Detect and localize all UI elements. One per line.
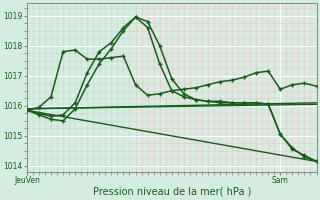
X-axis label: Pression niveau de la mer( hPa ): Pression niveau de la mer( hPa ) [92,187,251,197]
